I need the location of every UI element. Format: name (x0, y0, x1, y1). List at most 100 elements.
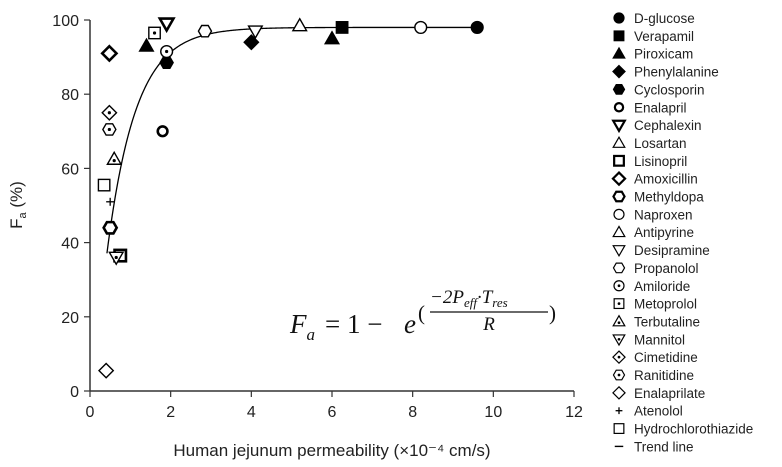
legend-item: Losartan (612, 136, 687, 151)
formula-annotation: Fa = 1 − e ( −2Peff·Tres R ) (289, 287, 556, 344)
legend-label: Hydrochlorothiazide (634, 422, 753, 437)
data-point-propanolol (197, 24, 213, 38)
legend-label: Piroxicam (634, 47, 693, 62)
y-tick-label: 100 (52, 13, 79, 30)
data-point-mannitol (108, 251, 125, 266)
data-point-enalapril (156, 125, 169, 138)
legend-item: Cimetidine (612, 350, 698, 365)
legend-item: Naproxen (613, 207, 693, 222)
legend-marker (615, 407, 623, 415)
x-tick-label: 6 (328, 404, 337, 421)
data-point-cephalexin (157, 17, 176, 34)
legend-item: Trend line (614, 439, 694, 454)
legend-label: Mannitol (634, 332, 685, 347)
x-axis-title: Human jejunum permeability (×10⁻⁴ cm/s) (173, 441, 490, 460)
legend-item: Terbutaline (612, 314, 700, 329)
legend-label: Amoxicillin (634, 172, 698, 187)
legend-item: Amoxicillin (611, 171, 698, 187)
legend-item: Metoprolol (613, 297, 697, 312)
legend-item: Atenolol (615, 404, 683, 419)
legend-item: Piroxicam (612, 46, 693, 62)
legend-marker (611, 119, 627, 134)
y-ticks: 0 20 40 60 80 100 (52, 13, 90, 401)
legend-item: Hydrochlorothiazide (613, 422, 753, 437)
formula-equals: = 1 − (325, 309, 382, 339)
legend-item: Desipramine (612, 243, 710, 258)
data-point-phenylalanine (243, 34, 260, 51)
legend-marker (613, 280, 625, 292)
formula-numerator-dot: · (477, 287, 482, 308)
legend-marker (612, 190, 626, 203)
legend-marker (612, 84, 626, 95)
y-tick-label: 40 (61, 236, 79, 253)
legend-marker (612, 334, 626, 347)
data-point-atenolol (106, 197, 115, 206)
formula-open-paren: ( (418, 301, 425, 325)
formula-numerator-main: −2P (430, 287, 464, 308)
legend-item: Antipyrine (612, 225, 694, 240)
data-point-naproxen (414, 20, 428, 35)
formula-numerator-t: T (482, 287, 494, 308)
legend-marker (612, 64, 626, 79)
formula-base: e (404, 309, 416, 339)
data-points (97, 17, 484, 379)
y-axis-title-main: F (7, 218, 26, 228)
legend-item: D-glucose (613, 11, 695, 26)
legend-item: Methyldopa (612, 190, 704, 205)
formula-numerator-t-sub: res (492, 295, 507, 310)
legend-marker (613, 423, 625, 434)
y-axis-title-sub: a (17, 211, 29, 218)
data-point-enalaprilate (98, 362, 115, 379)
formula-numerator-peff-sub: eff (464, 295, 479, 310)
legend-marker (613, 154, 625, 167)
formula-lhs-main: F (289, 309, 307, 339)
legend-marker (612, 46, 626, 59)
data-point-antipyrine (291, 17, 308, 32)
legend-item: Propanolol (612, 261, 699, 276)
legend-marker (613, 102, 625, 113)
data-point-piroxicam (323, 30, 341, 45)
legend-label: Desipramine (634, 243, 710, 258)
legend-marker (612, 314, 626, 327)
legend-label: Enalaprilate (634, 386, 705, 401)
data-point-metoprolol (148, 26, 161, 40)
legend-label: Ranitidine (634, 368, 694, 383)
data-point-methyldopa (102, 220, 119, 235)
data-point-terbutaline (106, 150, 123, 165)
legend-marker (613, 12, 625, 24)
legend-label: Propanolol (634, 261, 699, 276)
x-tick-label: 10 (484, 404, 502, 421)
data-point-cimetidine (101, 104, 118, 121)
data-point-ranitidine (102, 123, 117, 136)
data-point-amiloride (160, 44, 174, 59)
legend-marker (612, 245, 626, 258)
legend-item: Cyclosporin (612, 82, 705, 97)
y-tick-label: 80 (61, 87, 79, 104)
data-point-piroxicam (138, 37, 155, 52)
legend-label: Methyldopa (634, 190, 704, 205)
legend-label: Antipyrine (634, 225, 694, 240)
data-point-d-glucose (470, 20, 484, 35)
data-point-amoxicillin (100, 44, 119, 63)
data-point-verapamil (335, 21, 349, 34)
legend-marker (612, 225, 626, 238)
formula-lhs-sub: a (307, 325, 316, 344)
legend-item: Cephalexin (611, 118, 702, 134)
data-point-cyclosporin (159, 56, 174, 70)
legend-item: Phenylalanine (612, 64, 719, 80)
legend-label: Trend line (634, 439, 694, 454)
legend-label: Phenylalanine (634, 65, 719, 80)
legend-marker (613, 208, 625, 220)
formula-lhs: Fa (289, 309, 315, 344)
formula-numerator: −2Peff·Tres (430, 287, 508, 310)
formula-denominator: R (482, 314, 495, 335)
legend-label: Terbutaline (634, 314, 700, 329)
x-tick-label: 0 (86, 404, 95, 421)
legend-label: Cimetidine (634, 350, 698, 365)
data-point-hydrochlorothiazide (97, 178, 111, 192)
legend-label: Cephalexin (634, 118, 702, 133)
legend-label: D-glucose (634, 11, 695, 26)
legend: D-glucose Verapamil Piroxicam Phenylalanine… (611, 11, 753, 454)
formula-close-paren: ) (549, 301, 556, 325)
